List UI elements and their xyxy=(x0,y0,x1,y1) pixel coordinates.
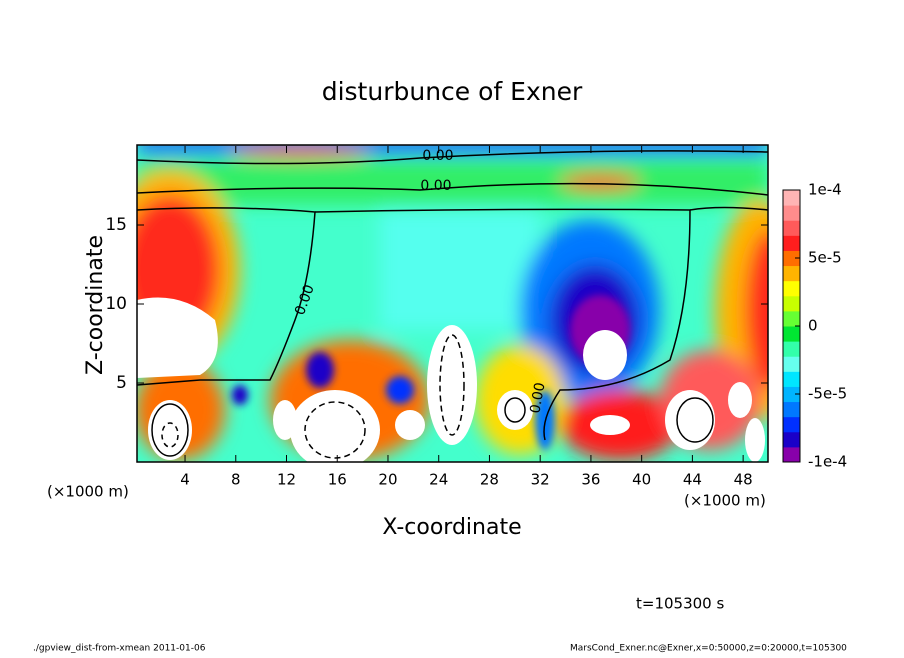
footer-right: MarsCond_Exner.nc@Exner,x=0:50000,z=0:20… xyxy=(570,644,847,654)
x-tick-label: 44 xyxy=(683,471,702,489)
colorbar-band xyxy=(783,235,800,251)
contour-label: 0.00 xyxy=(420,178,451,194)
colorbar-band xyxy=(783,446,800,463)
colorbar-band xyxy=(783,386,800,403)
y-unit: (×1000 m) xyxy=(684,492,766,510)
footer-left: ./gpview_dist-from-xmean 2011-01-06 xyxy=(33,644,206,654)
x-tick-label: 40 xyxy=(632,471,651,489)
colorbar-band xyxy=(783,326,800,342)
colorbar-band xyxy=(783,401,800,418)
x-tick-label: 12 xyxy=(277,471,296,489)
colorbar-tick-label: -1e-4 xyxy=(808,453,847,471)
colorbar-tick-label: 1e-4 xyxy=(808,181,842,199)
colorbar-tick-label: 5e-5 xyxy=(808,249,842,267)
y-tick-label: 15 xyxy=(105,215,127,235)
x-tick-label: 16 xyxy=(328,471,347,489)
colorbar-band xyxy=(783,295,800,312)
colorbar-band xyxy=(783,190,800,206)
colorbar-band xyxy=(783,220,800,236)
colorbar-band xyxy=(783,371,800,387)
y-tick-label: 10 xyxy=(105,294,127,314)
colorbar-tick-label: 0 xyxy=(808,317,818,335)
x-tick-label: 28 xyxy=(480,471,499,489)
x-tick-label: 20 xyxy=(378,471,397,489)
field xyxy=(137,145,768,462)
x-tick-label: 32 xyxy=(531,471,550,489)
contour-label: 0.00 xyxy=(527,381,548,414)
y-tick-label: 5 xyxy=(116,373,127,393)
colorbar-band xyxy=(783,431,800,448)
x-tick-label: 4 xyxy=(180,471,190,489)
x-tick-label: 8 xyxy=(231,471,241,489)
chart-title: disturbunce of Exner xyxy=(322,77,583,106)
colorbar-band xyxy=(783,280,800,297)
colorbar-band xyxy=(783,205,800,221)
time-label: t=105300 s xyxy=(636,595,724,613)
colorbar-tick-label: -5e-5 xyxy=(808,385,847,403)
colorbar-band xyxy=(783,265,800,282)
x-axis-label: X-coordinate xyxy=(382,515,521,540)
x-tick-label: 24 xyxy=(429,471,448,489)
colorbar-band xyxy=(783,310,800,327)
colorbar-band xyxy=(783,416,800,433)
x-unit: (×1000 m) xyxy=(47,483,129,501)
x-tick-label: 36 xyxy=(581,471,600,489)
y-axis-label: Z-coordinate xyxy=(83,235,108,375)
colorbar-band xyxy=(783,250,800,267)
colorbar-band xyxy=(783,356,800,372)
x-tick-label: 48 xyxy=(734,471,753,489)
contour-label: 0.00 xyxy=(422,148,453,164)
colorbar-band xyxy=(783,341,800,357)
